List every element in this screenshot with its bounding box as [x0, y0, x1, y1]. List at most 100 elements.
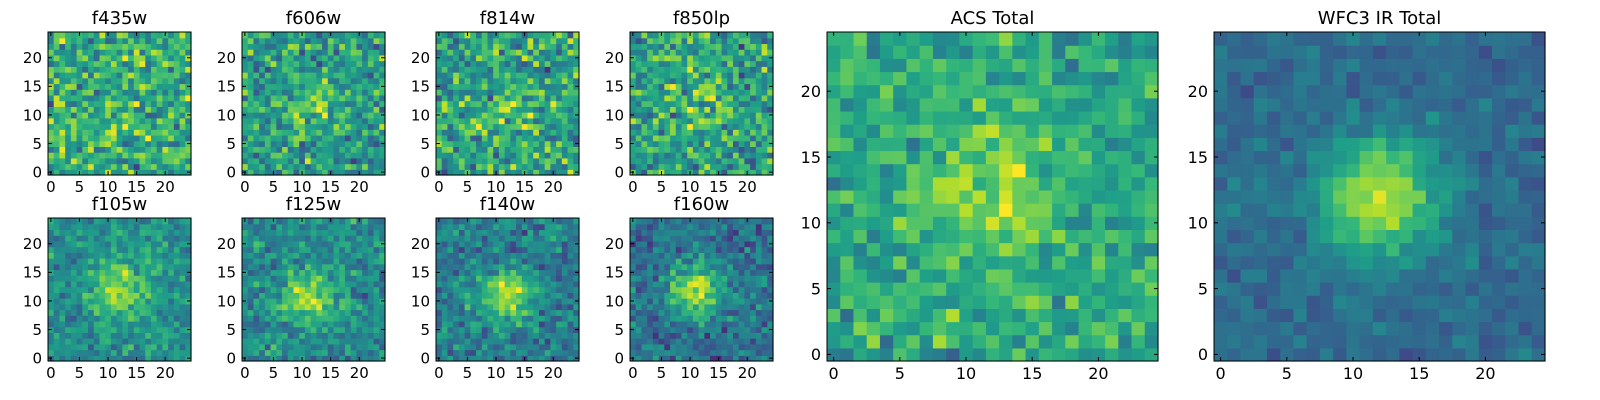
heatmap-cell — [253, 343, 260, 351]
heatmap-cell — [88, 326, 95, 333]
heatmap-cell — [70, 140, 78, 147]
heatmap-cell — [527, 309, 534, 316]
heatmap-cell — [270, 349, 277, 356]
heatmap-cell — [150, 343, 158, 351]
heatmap-cell — [447, 94, 454, 102]
heatmap-cell — [179, 83, 186, 90]
heatmap-cell — [270, 246, 277, 253]
heatmap-cell — [647, 32, 654, 39]
heatmap-cell — [316, 338, 323, 345]
heatmap-cell — [487, 292, 494, 299]
heatmap-cell — [128, 66, 135, 73]
heatmap-cell — [675, 309, 683, 316]
heatmap-cell — [447, 218, 454, 225]
heatmap-cell — [253, 152, 260, 159]
heatmap-cell — [162, 140, 169, 147]
heatmap-cell — [670, 355, 677, 362]
heatmap-cell — [744, 152, 751, 159]
heatmap-cell — [356, 66, 363, 73]
heatmap-cell — [316, 140, 323, 147]
heatmap-cell — [310, 269, 317, 276]
heatmap-cell — [436, 100, 443, 107]
heatmap-cell — [544, 343, 551, 351]
heatmap-cell — [264, 60, 272, 67]
heatmap-cell — [179, 77, 186, 85]
heatmap-cell — [498, 89, 506, 96]
heatmap-cell — [727, 280, 734, 288]
heatmap-cell — [692, 117, 700, 125]
heatmap-cell — [65, 258, 72, 265]
heatmap-cell — [732, 32, 740, 39]
heatmap-cell — [65, 49, 72, 56]
heatmap-cell — [316, 303, 323, 311]
heatmap-cell — [93, 134, 101, 142]
heatmap-cell — [573, 157, 580, 165]
heatmap-cell — [727, 338, 734, 345]
heatmap-cell — [704, 355, 711, 362]
heatmap-cell — [715, 129, 723, 136]
heatmap-cell — [692, 106, 700, 113]
heatmap-cell — [293, 263, 300, 271]
heatmap-cell — [99, 326, 106, 333]
heatmap-cell — [453, 223, 460, 231]
heatmap-cell — [516, 292, 523, 299]
heatmap-cell — [259, 223, 266, 231]
heatmap-cell — [692, 315, 700, 322]
heatmap-cell — [93, 258, 101, 265]
heatmap-cell — [82, 146, 89, 153]
heatmap-cell — [470, 140, 477, 147]
heatmap-cell — [698, 157, 705, 165]
heatmap-cell — [304, 146, 312, 153]
heatmap-cell — [299, 83, 306, 90]
heatmap-cell — [738, 83, 745, 90]
heatmap-cell — [48, 100, 55, 107]
heatmap-cell — [344, 309, 352, 316]
y-tick-label: 10 — [23, 292, 42, 310]
heatmap-cell — [350, 129, 357, 136]
heatmap-cell — [441, 100, 449, 107]
heatmap-cell — [259, 169, 266, 176]
heatmap-cell — [350, 303, 357, 311]
heatmap-cell — [185, 315, 192, 322]
heatmap-cell — [761, 315, 768, 322]
heatmap-cell — [538, 218, 546, 225]
heatmap-cell — [641, 134, 648, 142]
heatmap-cell — [658, 349, 665, 356]
heatmap-cell — [447, 66, 454, 73]
heatmap-cell — [698, 140, 705, 147]
heatmap-cell — [322, 112, 329, 119]
heatmap-cell — [339, 134, 346, 142]
heatmap-cell — [504, 223, 511, 231]
heatmap-cell — [658, 286, 665, 293]
heatmap-cell — [264, 77, 272, 85]
heatmap-cell — [510, 83, 517, 90]
heatmap-cell — [253, 320, 260, 328]
heatmap-cell — [76, 280, 83, 288]
heatmap-cell — [533, 77, 540, 85]
heatmap-cell — [70, 338, 78, 345]
heatmap-cell — [550, 309, 557, 316]
heatmap-cell — [481, 37, 489, 45]
heatmap-cell — [521, 298, 529, 305]
heatmap-cell — [447, 326, 454, 333]
heatmap-cell — [367, 338, 375, 345]
heatmap-cell — [322, 157, 329, 165]
heatmap-cell — [253, 338, 260, 345]
heatmap-cell — [282, 129, 289, 136]
heatmap-cell — [721, 280, 728, 288]
heatmap-cell — [447, 246, 454, 253]
heatmap-cell — [533, 355, 540, 362]
heatmap-cell — [550, 100, 557, 107]
heatmap-cell — [310, 106, 317, 113]
heatmap-cell — [675, 163, 683, 170]
heatmap-cell — [652, 77, 660, 85]
heatmap-cell — [293, 83, 300, 90]
heatmap-cell — [670, 338, 677, 345]
heatmap-cell — [259, 72, 266, 79]
heatmap-cell — [322, 89, 329, 96]
heatmap-cell — [561, 240, 569, 248]
heatmap-cell — [122, 32, 129, 39]
heatmap-cell — [70, 77, 78, 85]
heatmap-cell — [99, 117, 106, 125]
heatmap-cell — [310, 229, 317, 236]
